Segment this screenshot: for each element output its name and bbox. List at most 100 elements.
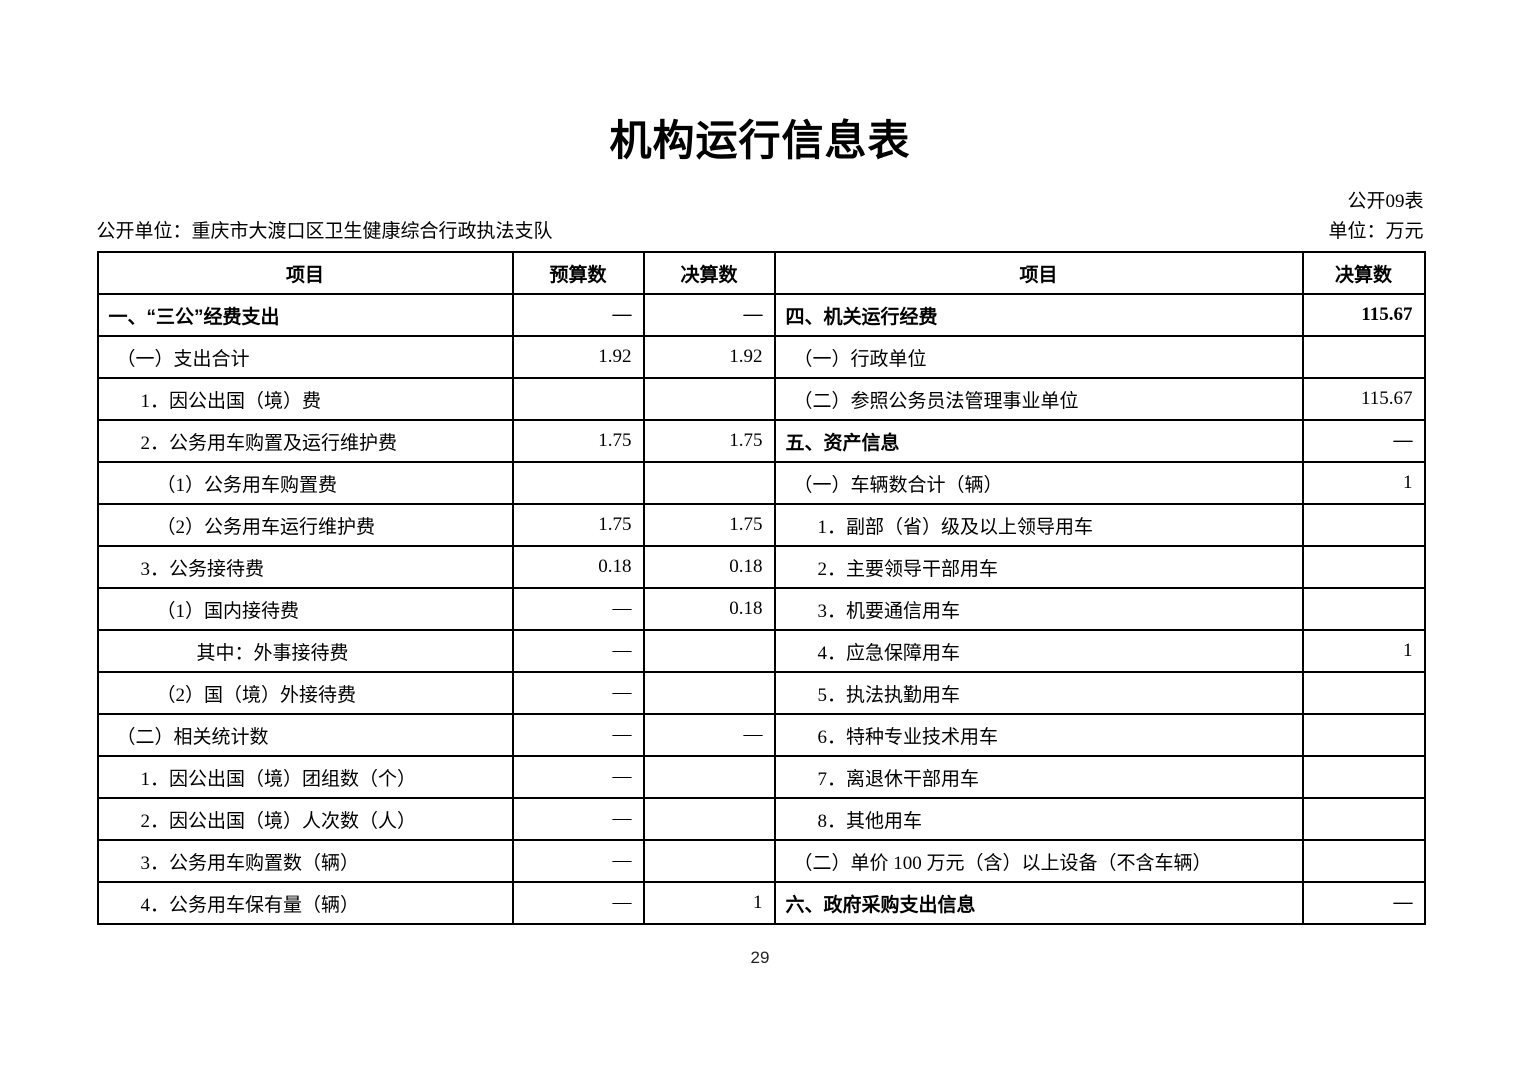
item-cell-left: 一、“三公”经费支出 — [96, 293, 514, 337]
budget-cell: — — [511, 587, 645, 631]
final-cell-right: — — [1301, 419, 1426, 463]
budget-cell: — — [511, 839, 645, 883]
item-cell-left: 2．因公出国（境）人次数（人） — [96, 797, 514, 841]
header-row: 项目 预算数 决算数 项目 决算数 — [96, 251, 1426, 295]
table-row: （1）国内接待费 —0.18 3．机要通信用车 — [96, 587, 1426, 631]
budget-cell: — — [511, 755, 645, 799]
final-cell-right — [1301, 503, 1426, 547]
budget-cell: 0.18 — [511, 545, 645, 589]
table-row: 3．公务用车购置数（辆） — （二）单价 100 万元（含）以上设备（不含车辆） — [96, 839, 1426, 883]
item-cell-left: （1）公务用车购置费 — [96, 461, 514, 505]
item-cell-right: （一）车辆数合计（辆） — [773, 461, 1304, 505]
table-row: 一、“三公”经费支出 — — 四、机关运行经费 115.67 — [96, 293, 1426, 337]
table-code: 公开09表 — [1347, 191, 1424, 212]
final-cell-right — [1301, 587, 1426, 631]
final-cell-right — [1301, 713, 1426, 757]
table-row: 2．因公出国（境）人次数（人） — 8．其他用车 — [96, 797, 1426, 841]
sheet: 公开09表 公开单位：重庆市大渡口区卫生健康综合行政执法支队 单位：万元 项目 … — [96, 190, 1426, 968]
item-cell-left: 3．公务用车购置数（辆） — [96, 839, 514, 883]
header-final-right: 决算数 — [1301, 251, 1426, 295]
header-budget: 预算数 — [511, 251, 645, 295]
final-cell — [642, 671, 776, 715]
table-row: 3．公务接待费 0.18 0.18 2．主要领导干部用车 — [96, 545, 1426, 589]
unit-note: 单位：万元 — [1328, 221, 1424, 242]
item-cell-right: 3．机要通信用车 — [773, 587, 1304, 631]
item-cell-left: 3．公务接待费 — [96, 545, 514, 589]
table-row: （一）支出合计 1.92 1.92 （一）行政单位 — [96, 335, 1426, 379]
item-cell-left: （2）国（境）外接待费 — [96, 671, 514, 715]
budget-cell: — — [511, 713, 645, 757]
header-final: 决算数 — [642, 251, 776, 295]
page-title: 机构运行信息表 — [609, 117, 911, 164]
final-cell — [642, 377, 776, 421]
item-cell-left: 4．公务用车保有量（辆） — [96, 881, 514, 925]
item-cell-right: 2．主要领导干部用车 — [773, 545, 1304, 589]
header-item-right: 项目 — [773, 251, 1304, 295]
org-line: 公开单位：重庆市大渡口区卫生健康综合行政执法支队 — [96, 221, 553, 242]
table-row: （2）国（境）外接待费 — 5．执法执勤用车 — [96, 671, 1426, 715]
final-cell-right — [1301, 797, 1426, 841]
final-cell: 0.18 — [642, 545, 776, 589]
final-cell-right — [1301, 671, 1426, 715]
item-cell-right: 6．特种专业技术用车 — [773, 713, 1304, 757]
item-cell-left: 1．因公出国（境）团组数（个） — [96, 755, 514, 799]
item-cell-left: （一）支出合计 — [96, 335, 514, 379]
budget-cell — [511, 377, 645, 421]
item-cell-right: （一）行政单位 — [773, 335, 1304, 379]
info-table: 项目 预算数 决算数 项目 决算数 一、“三公”经费支出 — — 四、机关运行经费 11… — [96, 251, 1426, 925]
item-cell-right: 五、资产信息 — [773, 419, 1304, 463]
item-cell-right: 六、政府采购支出信息 — [773, 881, 1304, 925]
budget-cell: — — [511, 629, 645, 673]
final-cell-right: 115.67 — [1301, 377, 1426, 421]
table-row: 1．因公出国（境）团组数（个） — 7．离退休干部用车 — [96, 755, 1426, 799]
table-row: 4．公务用车保有量（辆） —1 六、政府采购支出信息 — — [96, 881, 1426, 925]
final-cell-right — [1301, 755, 1426, 799]
item-cell-right: （二）参照公务员法管理事业单位 — [773, 377, 1304, 421]
item-cell-right: 5．执法执勤用车 — [773, 671, 1304, 715]
final-cell: 1.75 — [642, 503, 776, 547]
table-row: 2．公务用车购置及运行维护费 1.75 1.75 五、资产信息 — — [96, 419, 1426, 463]
final-cell: 0.18 — [642, 587, 776, 631]
final-cell-right — [1301, 839, 1426, 883]
item-cell-left: （1）国内接待费 — [96, 587, 514, 631]
final-cell — [642, 797, 776, 841]
budget-cell: 1.75 — [511, 419, 645, 463]
item-cell-left: （2）公务用车运行维护费 — [96, 503, 514, 547]
final-cell: — — [642, 713, 776, 757]
final-cell: 1.75 — [642, 419, 776, 463]
final-cell — [642, 839, 776, 883]
item-cell-left: 1．因公出国（境）费 — [96, 377, 514, 421]
final-cell: — — [642, 293, 776, 337]
table-row: 其中：外事接待费 — 4．应急保障用车 1 — [96, 629, 1426, 673]
budget-cell: 1.92 — [511, 335, 645, 379]
budget-cell: — — [511, 797, 645, 841]
item-cell-right: 4．应急保障用车 — [773, 629, 1304, 673]
table-row: （二）相关统计数 — —6．特种专业技术用车 — [96, 713, 1426, 757]
final-cell-right: 1 — [1301, 461, 1426, 505]
budget-cell — [511, 461, 645, 505]
table-body: 一、“三公”经费支出 — — 四、机关运行经费 115.67 （一）支出合计 1.92 1.9… — [96, 293, 1426, 925]
final-cell-right: — — [1301, 881, 1426, 925]
table-row: （2）公务用车运行维护费 1.75 1.75 1．副部（省）级及以上领导用车 — [96, 503, 1426, 547]
final-cell — [642, 755, 776, 799]
table-row: （1）公务用车购置费 （一）车辆数合计（辆） 1 — [96, 461, 1426, 505]
table-row: 1．因公出国（境）费 （二）参照公务员法管理事业单位 115.67 — [96, 377, 1426, 421]
item-cell-left: 其中：外事接待费 — [96, 629, 514, 673]
final-cell-right — [1301, 545, 1426, 589]
final-cell-right: 1 — [1301, 629, 1426, 673]
item-cell-right: 8．其他用车 — [773, 797, 1304, 841]
final-cell-right: 115.67 — [1301, 293, 1426, 337]
final-cell — [642, 629, 776, 673]
budget-cell: — — [511, 671, 645, 715]
final-cell: 1.92 — [642, 335, 776, 379]
header-item-left: 项目 — [96, 251, 514, 295]
final-cell: 1 — [642, 881, 776, 925]
meta-row: 公开单位：重庆市大渡口区卫生健康综合行政执法支队 单位：万元 — [97, 219, 1424, 244]
budget-cell: 1.75 — [511, 503, 645, 547]
item-cell-right: 7．离退休干部用车 — [773, 755, 1304, 799]
final-cell — [642, 461, 776, 505]
item-cell-right: （二）单价 100 万元（含）以上设备（不含车辆） — [773, 839, 1304, 883]
budget-cell: — — [511, 293, 645, 337]
item-cell-left: （二）相关统计数 — [96, 713, 514, 757]
